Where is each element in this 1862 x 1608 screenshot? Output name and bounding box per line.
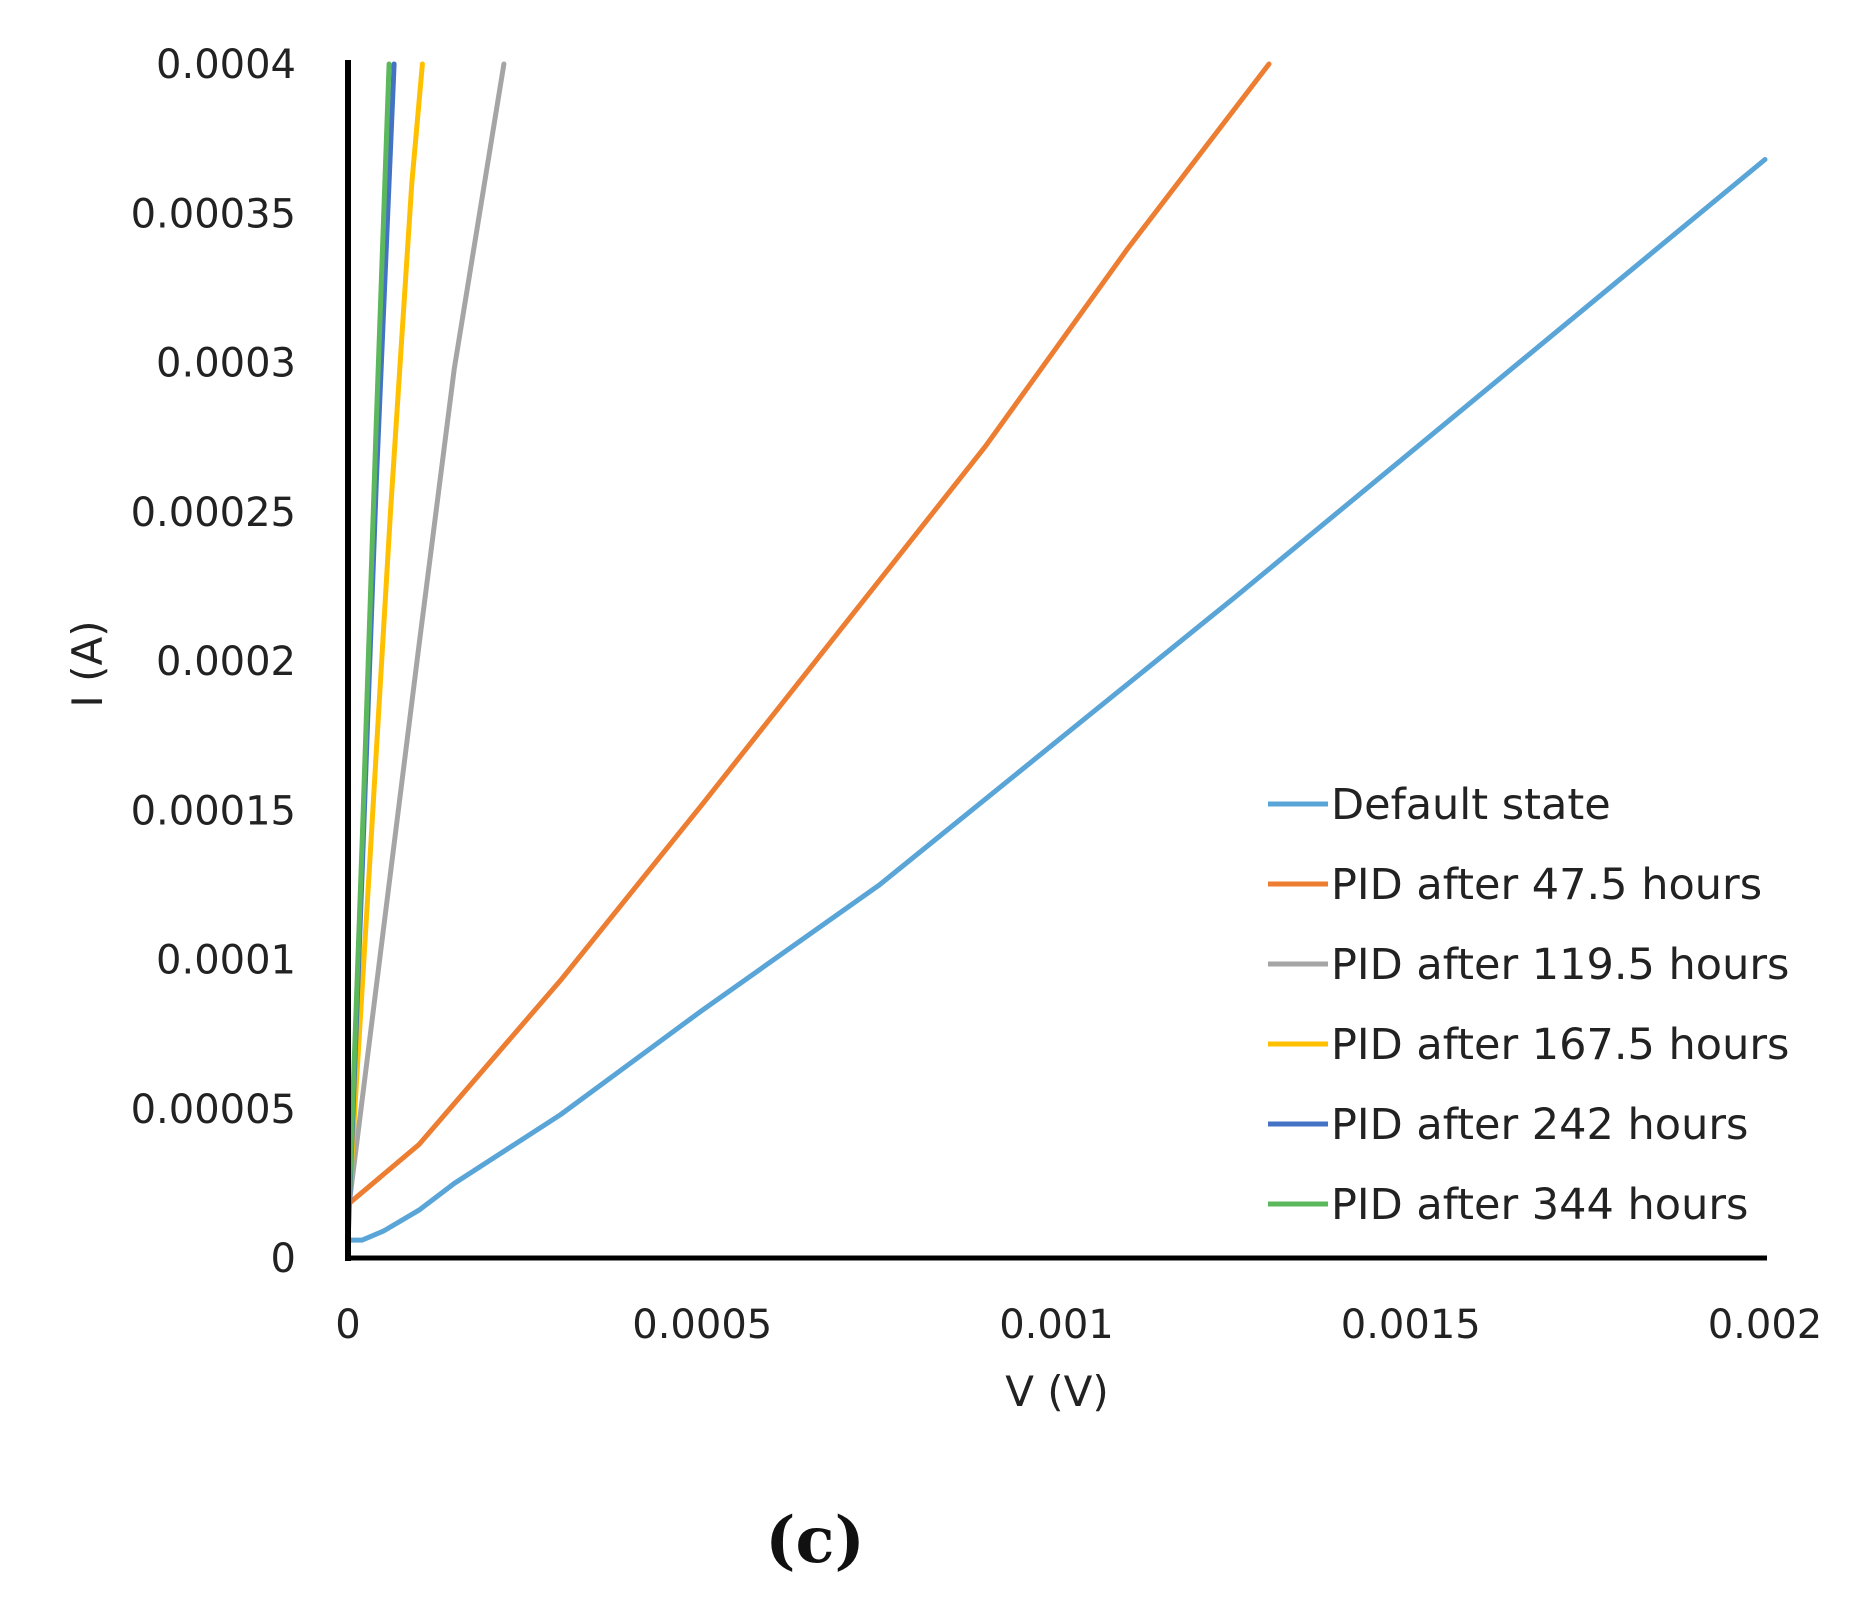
legend: Default state PID after 47.5 hours PID aft… [1268,780,1789,1230]
y-tick-label: 0.0001 [156,938,296,984]
legend-label-6: PID after 344 hours [1331,1180,1748,1230]
legend-label-3: PID after 119.5 hours [1331,940,1789,990]
y-axis-title: I (A) [63,620,112,707]
series-line-2 [345,61,1272,1207]
y-tick-label: 0 [271,1236,296,1282]
series-line-4 [345,61,425,1225]
y-tick-label: 0.00025 [131,490,296,536]
y-tick-label: 0.0003 [156,341,296,387]
panel-label: (c) [765,1503,865,1578]
x-tick-label: 0.0015 [1341,1302,1481,1348]
x-tick-label: 0.001 [999,1302,1114,1348]
x-tick-label: 0 [335,1302,360,1348]
x-tick-label: 0.002 [1708,1302,1823,1348]
x-axis-title: V (V) [1005,1367,1109,1416]
y-tick-label: 0.00005 [131,1087,296,1133]
series-line-3 [345,61,507,1216]
y-tick-label: 0.0004 [156,42,296,88]
series-line-6 [345,61,392,1237]
y-tick-label: 0.00015 [131,788,296,834]
legend-label-5: PID after 242 hours [1331,1100,1748,1150]
y-tick-label: 0.0002 [156,639,296,685]
series-layer [345,61,1768,1246]
legend-label-2: PID after 47.5 hours [1331,860,1762,910]
tick-labels: 0 0.00005 0.0001 0.00015 0.0002 0.00025 0.0003… [131,42,1823,1348]
series-line-1 [345,157,1768,1243]
y-tick-label: 0.00035 [131,191,296,237]
axes-layer [345,60,1767,1261]
x-tick-label: 0.0005 [632,1302,772,1348]
legend-label-4: PID after 167.5 hours [1331,1020,1789,1070]
legend-label-1: Default state [1331,780,1611,830]
